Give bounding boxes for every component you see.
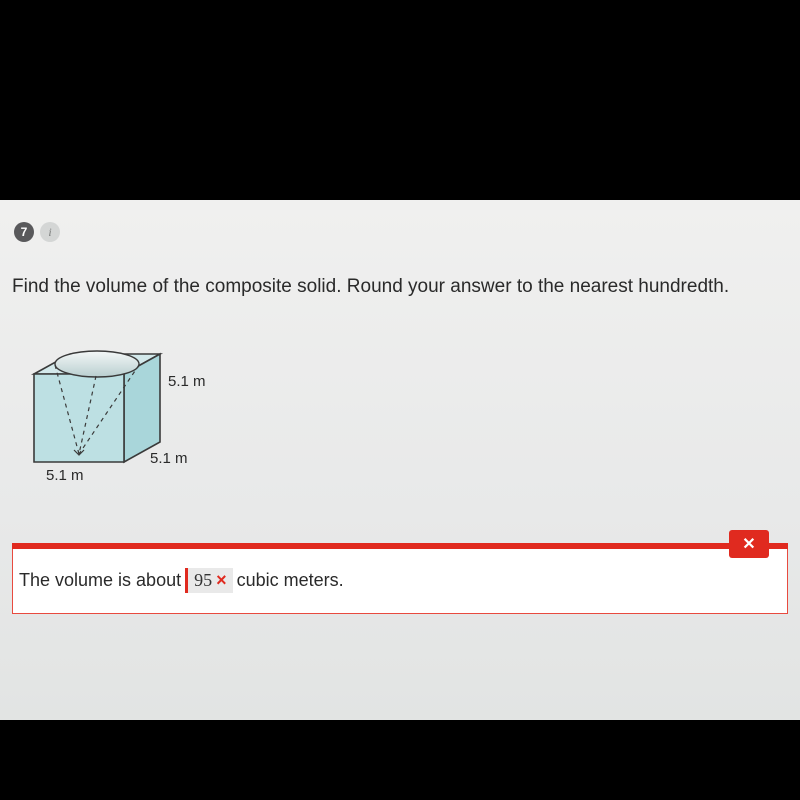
question-number-badge: 7 [14, 222, 34, 242]
answer-box: ✕ The volume is about 95 × cubic meters. [12, 545, 788, 614]
error-bar [12, 543, 788, 549]
close-button[interactable]: ✕ [729, 530, 769, 558]
question-text: Find the volume of the composite solid. … [12, 276, 788, 298]
question-number: 7 [21, 225, 28, 239]
info-icon[interactable]: i [40, 222, 60, 242]
dim-bottom: 5.1 m [46, 467, 84, 484]
info-glyph: i [48, 225, 51, 240]
wrong-mark-icon: × [216, 570, 227, 591]
answer-input-wrong[interactable]: 95 × [185, 568, 233, 593]
answer-prefix: The volume is about [19, 570, 181, 591]
header-row: 7 i [14, 222, 788, 242]
solid-svg: 5.1 m 5.1 m 5.1 m [22, 324, 252, 494]
answer-line: The volume is about 95 × cubic meters. [19, 568, 775, 593]
close-icon: ✕ [742, 534, 755, 554]
composite-solid-figure: 5.1 m 5.1 m 5.1 m [22, 324, 788, 499]
worksheet-screen: 7 i Find the volume of the composite sol… [0, 200, 800, 720]
dim-right-bottom: 5.1 m [150, 450, 188, 467]
dim-right-top: 5.1 m [168, 373, 206, 390]
wrong-value: 95 [194, 570, 212, 591]
answer-suffix: cubic meters. [237, 570, 344, 591]
